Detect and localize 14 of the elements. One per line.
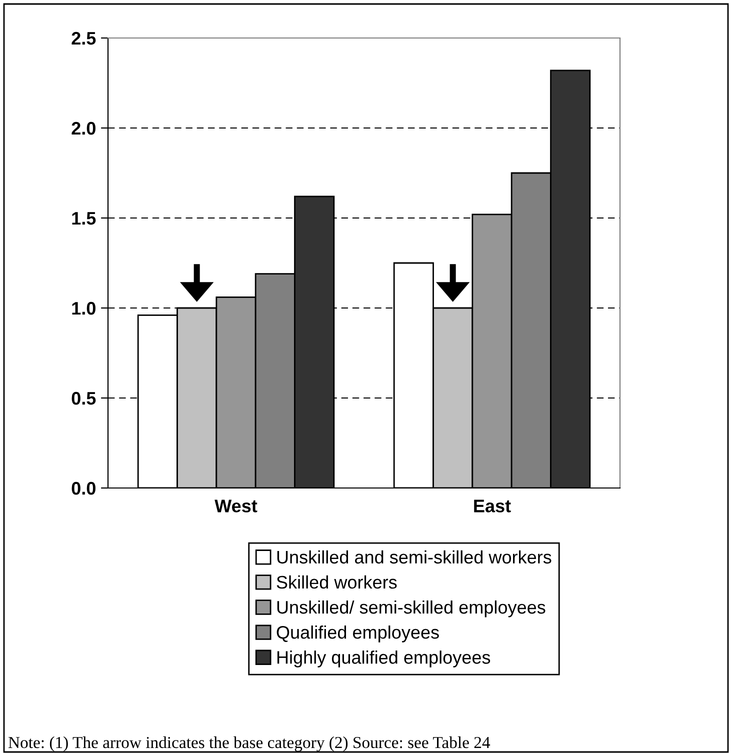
y-tick-label: 1.5 — [72, 212, 96, 225]
y-tick-label: 2.0 — [72, 122, 96, 135]
legend-label: Highly qualified employees — [277, 650, 490, 668]
text: Note: (1) The arrow indicates the base category (2) Source: see Table 24 — [8, 736, 490, 752]
x-tick-label: West — [214, 500, 258, 512]
legend-label: Qualified employees — [276, 626, 439, 642]
y-tick-label: 2.5 — [72, 32, 96, 45]
y-tick-label: 0.5 — [72, 392, 96, 405]
legend-label: Unskilled and semi-skilled workers — [277, 550, 552, 564]
legend-label: Skilled workers — [276, 575, 397, 589]
x-tick-label: East — [474, 500, 511, 512]
y-tick-label: 1.0 — [72, 302, 96, 315]
y-tick-label: 0.0 — [72, 482, 96, 495]
legend-label: Unskilled/ semi-skilled employees — [277, 600, 546, 618]
